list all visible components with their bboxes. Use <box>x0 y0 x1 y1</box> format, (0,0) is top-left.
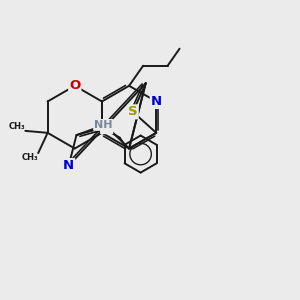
Text: N: N <box>101 120 112 133</box>
Text: N: N <box>63 159 74 172</box>
Text: CH₃: CH₃ <box>9 122 25 131</box>
Text: NH: NH <box>94 120 112 130</box>
Text: S: S <box>128 105 138 118</box>
Text: CH₃: CH₃ <box>22 153 38 162</box>
Text: N: N <box>151 95 162 108</box>
Text: O: O <box>69 79 80 92</box>
